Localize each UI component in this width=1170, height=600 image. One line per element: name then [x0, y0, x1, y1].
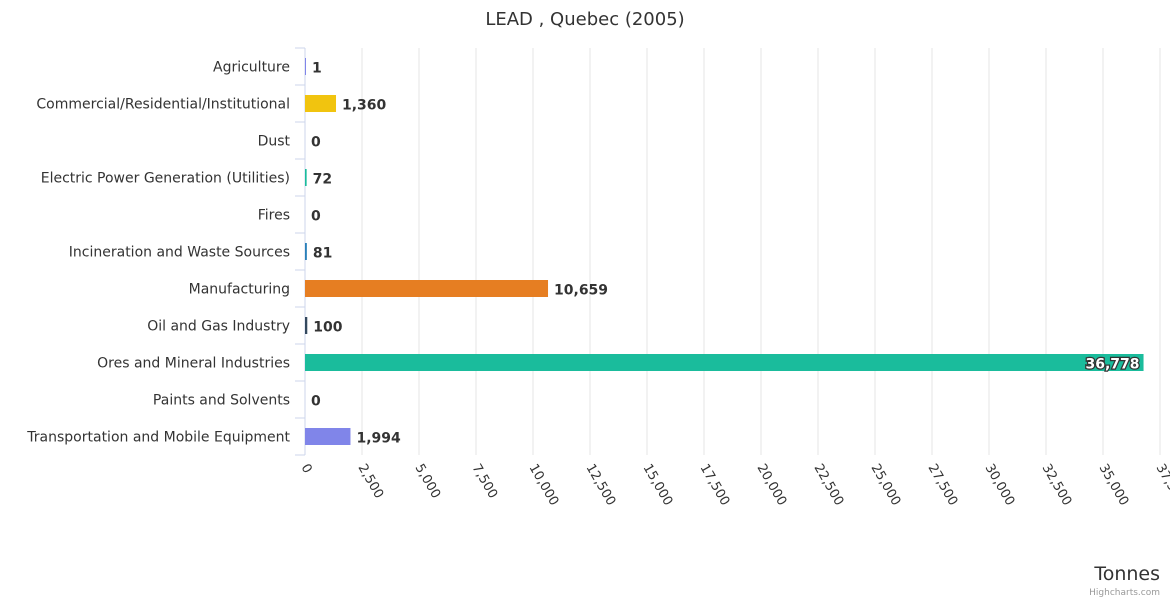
data-label: 0: [311, 394, 321, 410]
gridlines: [361, 48, 1161, 455]
x-tick-label: 5,000: [412, 462, 444, 502]
x-tick-label: 7,500: [469, 462, 501, 502]
x-tick-label: 12,500: [583, 462, 619, 509]
x-tick-label: 15,000: [640, 462, 676, 509]
x-tick-label: 25,000: [868, 462, 904, 509]
bar[interactable]: [305, 354, 1144, 371]
category-label: Fires: [258, 208, 290, 224]
x-tick-label: 37,500: [1153, 462, 1170, 509]
category-label: Manufacturing: [189, 282, 290, 298]
category-label: Agriculture: [213, 60, 290, 76]
data-labels: 1 1,360 0 72 0 81 10,659 100 36,778 0 1,994: [311, 61, 1141, 447]
bar[interactable]: [305, 280, 549, 297]
chart-title: LEAD , Quebec (2005): [485, 9, 684, 30]
category-label: Electric Power Generation (Utilities): [41, 171, 290, 187]
category-label: Transportation and Mobile Equipment: [26, 430, 290, 446]
x-tick-label: 0: [298, 462, 315, 477]
x-tick-label: 10,000: [526, 462, 562, 509]
category-label: Dust: [258, 134, 291, 150]
x-tick-label: 27,500: [925, 462, 961, 509]
data-label: 1: [312, 61, 322, 77]
credits-label[interactable]: Highcharts.com: [1089, 588, 1160, 598]
x-tick-label: 2,500: [355, 462, 387, 502]
data-label: 1,360: [342, 98, 387, 114]
bar[interactable]: [305, 428, 351, 445]
data-label: 81: [313, 246, 332, 262]
data-label: 72: [313, 172, 332, 188]
bar[interactable]: [305, 58, 306, 75]
category-label: Paints and Solvents: [153, 393, 290, 409]
data-label: 0: [311, 209, 321, 225]
bars: [305, 58, 1144, 445]
bar[interactable]: [305, 95, 337, 112]
bar[interactable]: [305, 169, 307, 186]
category-labels: Agriculture Commercial/Residential/Instit…: [26, 47, 305, 456]
x-tick-label: 35,000: [1096, 462, 1132, 509]
x-tick-labels: 0 2,500 5,000 7,500 10,000 12,500 15,000 17,500…: [298, 462, 1170, 509]
category-label: Commercial/Residential/Institutional: [36, 97, 290, 113]
category-label: Ores and Mineral Industries: [97, 356, 290, 372]
bar[interactable]: [305, 317, 308, 334]
data-label: 100: [313, 320, 342, 336]
x-axis-title: Tonnes: [1093, 563, 1160, 585]
bar[interactable]: [305, 243, 307, 260]
x-tick-label: 20,000: [754, 462, 790, 509]
x-tick-label: 32,500: [1039, 462, 1075, 509]
x-tick-label: 30,000: [982, 462, 1018, 509]
x-tick-label: 22,500: [811, 462, 847, 509]
data-label: 10,659: [554, 283, 608, 299]
data-label: 36,778: [1086, 357, 1140, 373]
data-label: 0: [311, 135, 321, 151]
category-label: Incineration and Waste Sources: [69, 245, 290, 261]
x-tick-label: 17,500: [697, 462, 733, 509]
data-label: 1,994: [356, 431, 401, 447]
category-label: Oil and Gas Industry: [147, 319, 290, 335]
